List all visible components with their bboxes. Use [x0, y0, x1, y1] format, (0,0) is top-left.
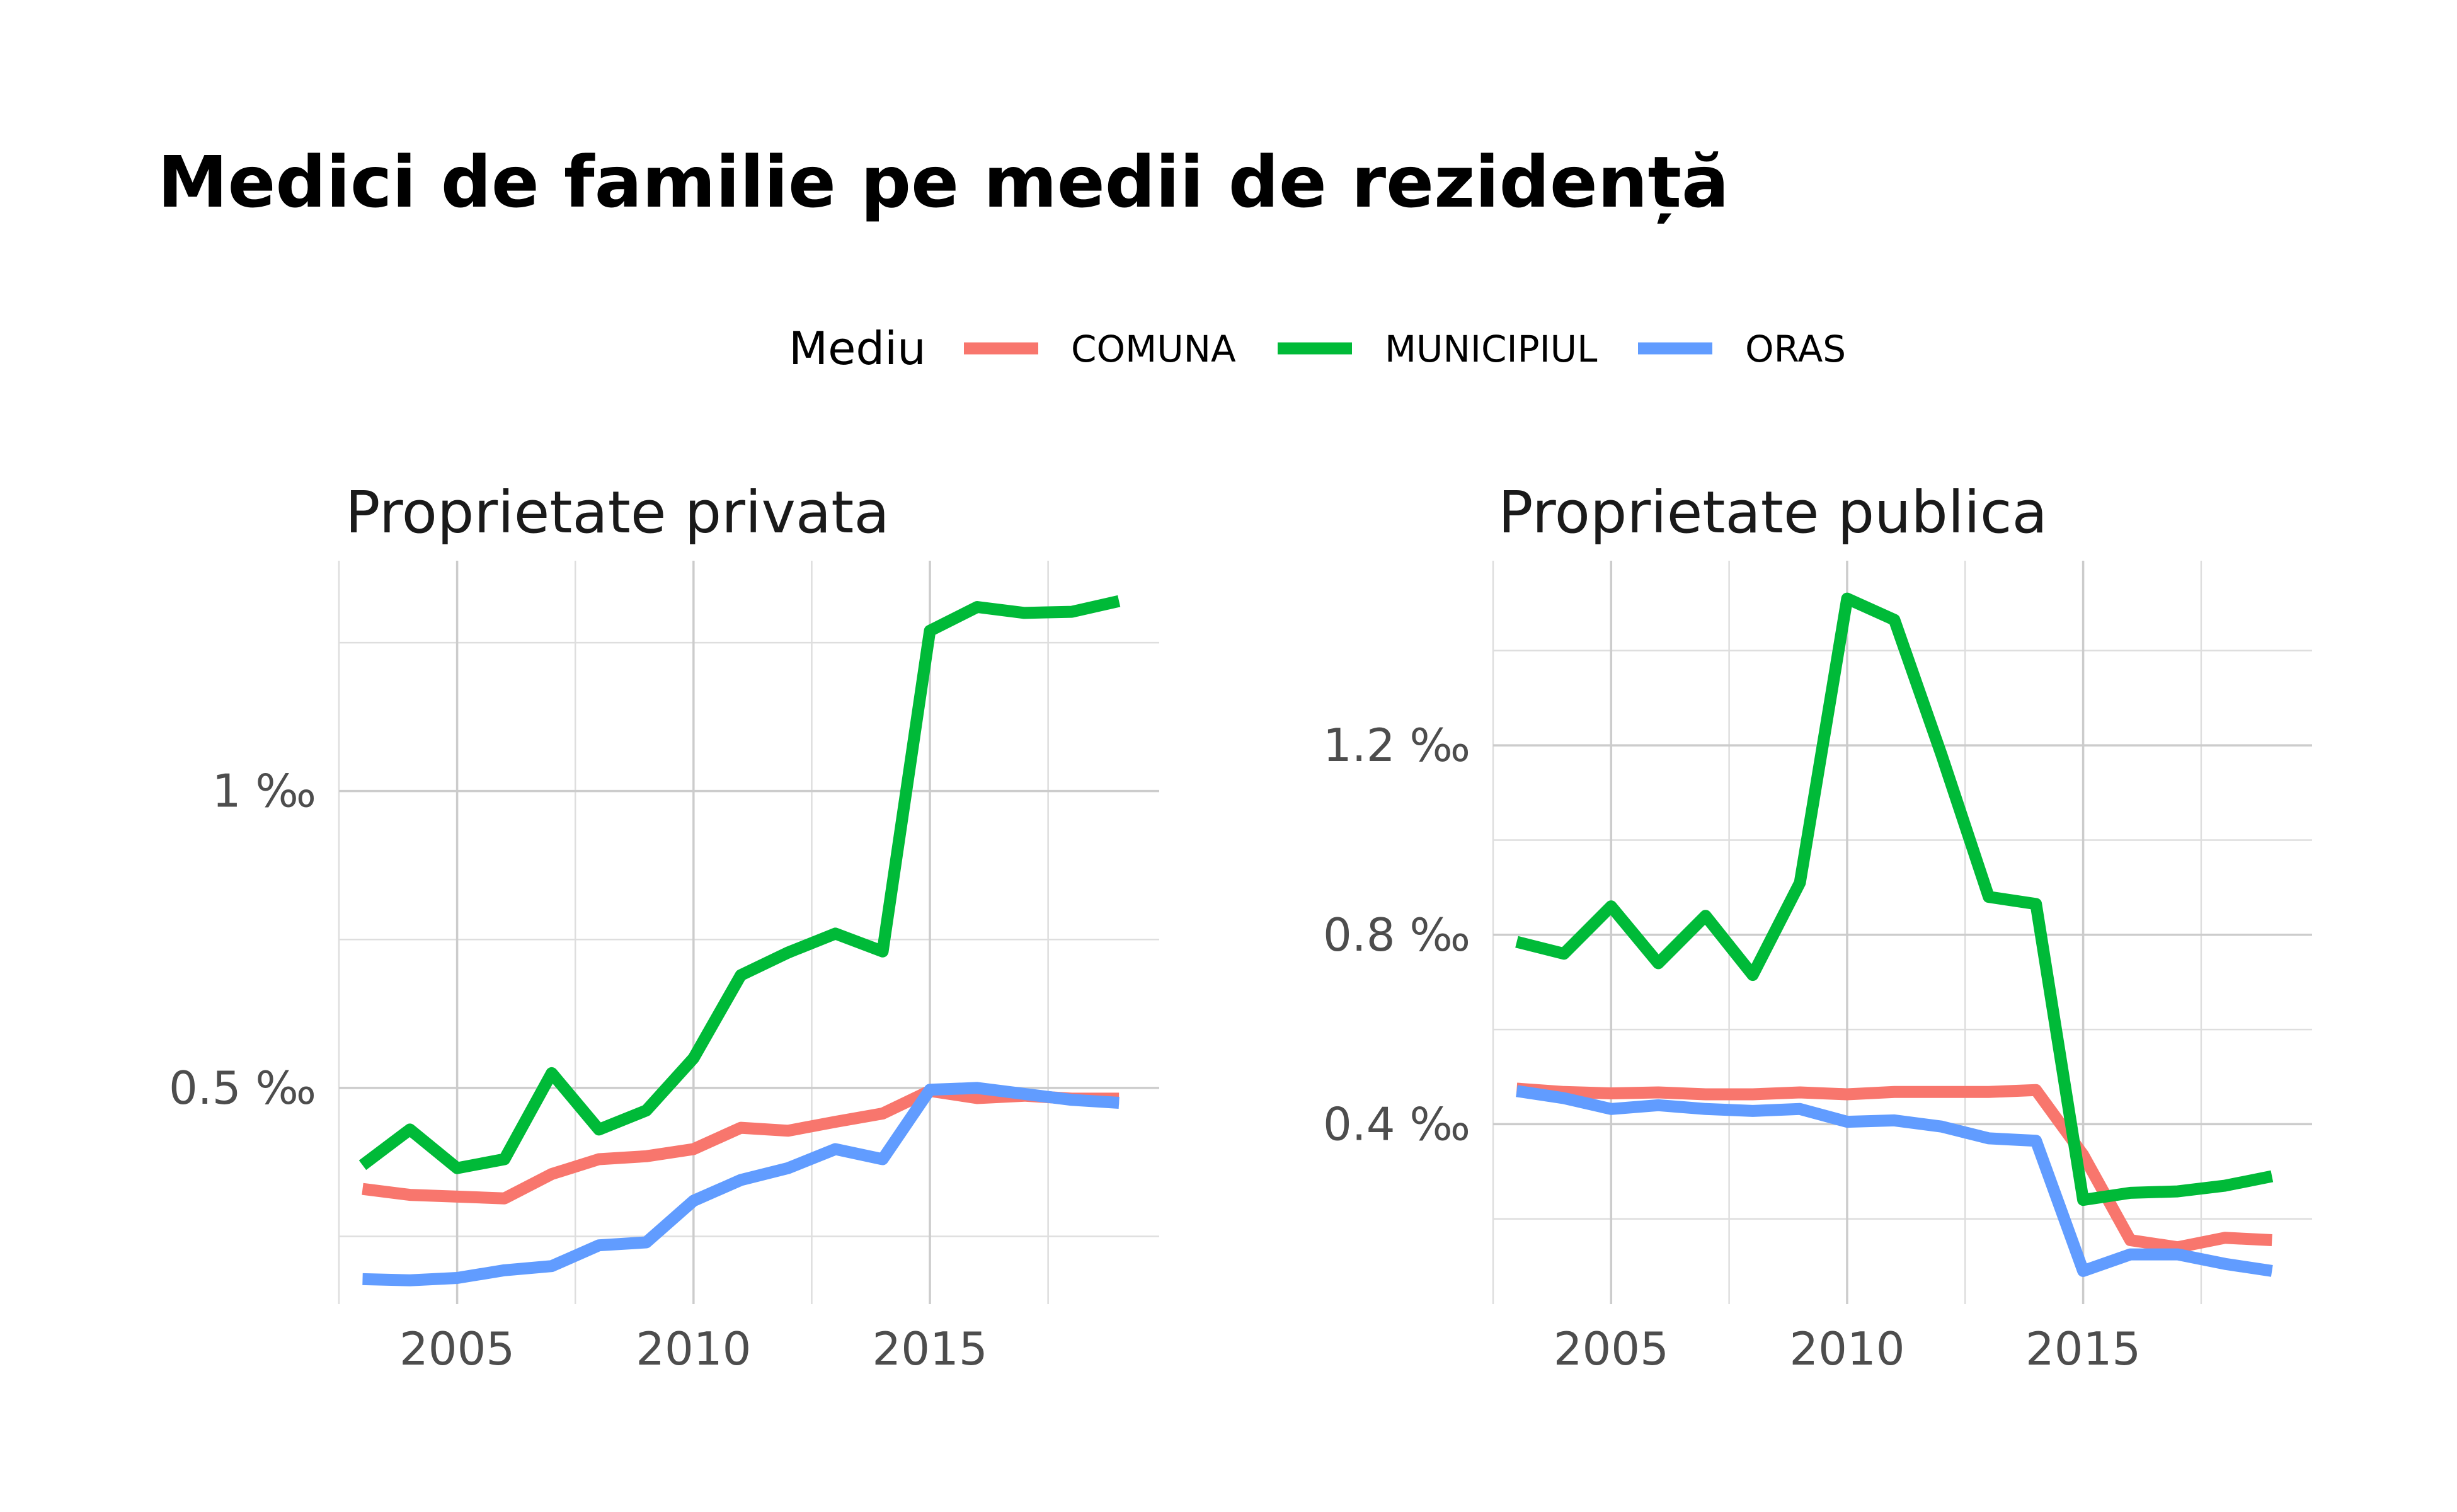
- series-line-oras: [362, 1082, 1120, 1286]
- chart-title: Medici de familie pe medii de rezidență: [158, 142, 1729, 224]
- series-line-oras: [1516, 1085, 2273, 1277]
- panel-title: Proprietate privata: [345, 479, 890, 546]
- x-tick-label: 2005: [1554, 1322, 1669, 1375]
- series-line-comuna: [362, 1085, 1120, 1205]
- x-tick-label: 2015: [2025, 1322, 2141, 1375]
- x-tick-label: 2010: [1789, 1322, 1904, 1375]
- panel-proprietate-publica: Proprietate publica 2005 2010 2015 0.4 ‰ 0.8 …: [1323, 479, 2312, 1375]
- legend-title: Mediu: [789, 322, 926, 375]
- y-tick-label: 0.8 ‰: [1323, 908, 1470, 961]
- x-tick-label: 2010: [636, 1322, 751, 1375]
- legend-label-oras: ORAS: [1745, 328, 1846, 370]
- panel-title: Proprietate publica: [1498, 479, 2048, 546]
- y-tick-label: 0.5 ‰: [169, 1062, 316, 1114]
- legend-label-municipiul: MUNICIPIUL: [1385, 328, 1597, 370]
- x-tick-label: 2015: [872, 1322, 987, 1375]
- legend: Mediu COMUNA MUNICIPIUL ORAS: [789, 322, 1846, 375]
- x-tick-label: 2005: [399, 1322, 515, 1375]
- legend-label-comuna: COMUNA: [1071, 328, 1236, 370]
- legend-item-comuna: COMUNA: [964, 328, 1236, 370]
- y-tick-label: 1 ‰: [212, 765, 316, 818]
- series-line-municipiul: [1515, 592, 2274, 1206]
- panel-proprietate-privata: Proprietate privata 2005 2010 2015 0.5 ‰ 1 ‰: [169, 479, 1159, 1375]
- series-line-municipiul: [358, 595, 1121, 1174]
- y-tick-label: 0.4 ‰: [1323, 1097, 1470, 1150]
- legend-item-oras: ORAS: [1638, 328, 1846, 370]
- legend-item-municipiul: MUNICIPIUL: [1278, 328, 1597, 370]
- series-line-comuna: [1516, 1082, 2272, 1254]
- y-tick-label: 1.2 ‰: [1323, 719, 1470, 772]
- gridlines: [338, 561, 1159, 1304]
